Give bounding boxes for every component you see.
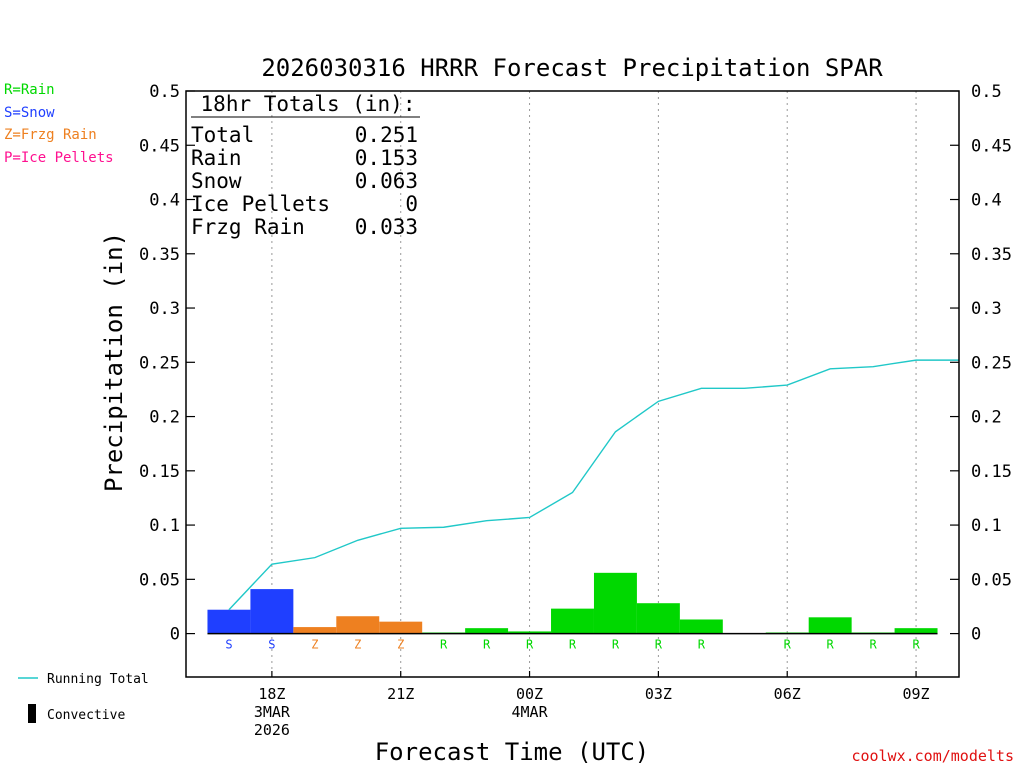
- y-tick-left-label-8: 0.4: [149, 191, 180, 211]
- bar-4: [379, 621, 423, 634]
- bar-type-label-4: Z: [397, 638, 404, 652]
- totals-row-value-1: 0.153: [355, 146, 418, 170]
- bar-8: [551, 608, 594, 634]
- running-total-legend-label: Running Total: [47, 672, 149, 687]
- bar-type-label-14: R: [869, 638, 877, 652]
- y-tick-right-label-1: 0.05: [971, 570, 1012, 590]
- bar-type-label-7: R: [526, 638, 534, 652]
- totals-row-label-1: Rain: [191, 146, 242, 170]
- convective-legend-label: Convective: [47, 708, 125, 723]
- y-tick-left-label-1: 0.05: [139, 570, 180, 590]
- axes: [185, 90, 960, 678]
- bar-10: [636, 603, 680, 634]
- bar-1: [250, 589, 294, 634]
- x-tick-label-0-2: 2026: [254, 721, 290, 739]
- totals-row-value-3: 0: [405, 192, 418, 216]
- bars-group: [207, 572, 938, 634]
- y-tick-left-label-2: 0.1: [149, 516, 180, 536]
- legend-rain: R=Rain: [4, 82, 55, 98]
- bar-type-label-6: R: [483, 638, 491, 652]
- bar-type-label-10: R: [655, 638, 663, 652]
- y-tick-left-label-4: 0.2: [149, 408, 180, 428]
- bar-type-label-3: Z: [354, 638, 361, 652]
- y-ticks-right: 0 0.05 0.1 0.15 0.2 0.25 0.3 0.35 0.4 0.45 0.5: [950, 82, 1012, 645]
- x-tick-label-3-0: 03Z: [645, 685, 672, 703]
- y-tick-right-label-7: 0.35: [971, 245, 1012, 265]
- totals-row-label-3: Ice Pellets: [191, 192, 330, 216]
- y-tick-left-label-7: 0.35: [139, 245, 180, 265]
- x-tick-label-5-0: 09Z: [903, 685, 930, 703]
- y-tick-right-label-10: 0.5: [971, 82, 1002, 102]
- legend-ice-pellets: P=Ice Pellets: [4, 150, 114, 166]
- bar-3: [336, 616, 380, 634]
- y-tick-left-label-5: 0.25: [139, 353, 180, 373]
- bottom-legend: Running Total Convective: [18, 672, 149, 723]
- bar-13: [808, 617, 852, 634]
- bar-11: [679, 619, 723, 634]
- running-total-line: [228, 359, 959, 611]
- footer-credit: coolwx.com/modelts: [851, 747, 1014, 765]
- totals-row-value-4: 0.033: [355, 215, 418, 239]
- y-tick-left-label-3: 0.15: [139, 462, 180, 482]
- totals-title: 18hr Totals (in):: [201, 92, 416, 116]
- y-tick-right-label-9: 0.45: [971, 136, 1012, 156]
- totals-row-value-0: 0.251: [355, 123, 418, 147]
- totals-row-label-4: Frzg Rain: [191, 215, 305, 239]
- totals-box: 18hr Totals (in): Total 0.251 Rain 0.153 Sno…: [191, 92, 420, 239]
- x-tick-label-4-0: 06Z: [774, 685, 801, 703]
- legend-snow: S=Snow: [4, 105, 55, 121]
- y-tick-right-label-2: 0.1: [971, 516, 1002, 536]
- bar-type-label-8: R: [569, 638, 577, 652]
- bar-6: [465, 628, 509, 634]
- bar-9: [593, 572, 637, 634]
- bar-type-label-11: R: [698, 638, 706, 652]
- y-axis-label: Precipitation (in): [100, 232, 128, 492]
- y-tick-right-label-4: 0.2: [971, 408, 1002, 428]
- y-tick-right-label-3: 0.15: [971, 462, 1012, 482]
- bar-type-label-12: R: [784, 638, 792, 652]
- bar-type-label-9: R: [612, 638, 620, 652]
- y-ticks-left: 0 0.05 0.1 0.15 0.2 0.25 0.3 0.35 0.4 0.45 0.5: [139, 82, 195, 645]
- totals-row-label-0: Total: [191, 123, 254, 147]
- bar-type-label-0: S: [225, 638, 232, 652]
- x-tick-label-0-1: 3MAR: [254, 703, 291, 721]
- x-tick-label-1-0: 21Z: [387, 685, 414, 703]
- y-tick-left-label-9: 0.45: [139, 136, 180, 156]
- bar-type-label-15: R: [912, 638, 920, 652]
- y-tick-right-label-6: 0.3: [971, 299, 1002, 319]
- bar-0: [207, 609, 251, 634]
- chart-title: 2026030316 HRRR Forecast Precipitation S…: [261, 54, 883, 82]
- bar-type-label-13: R: [827, 638, 835, 652]
- bar-7: [508, 631, 552, 634]
- x-tick-label-2-0: 00Z: [516, 685, 543, 703]
- plot-frame: [185, 90, 960, 678]
- bar-type-label-5: R: [440, 638, 448, 652]
- y-tick-left-label-6: 0.3: [149, 299, 180, 319]
- totals-row-value-2: 0.063: [355, 169, 418, 193]
- x-axis-label: Forecast Time (UTC): [375, 738, 650, 766]
- bar-type-label-1: S: [268, 638, 275, 652]
- legend-frzg-rain: Z=Frzg Rain: [4, 127, 97, 143]
- x-tick-label-0-0: 18Z: [258, 685, 285, 703]
- y-tick-right-label-5: 0.25: [971, 353, 1012, 373]
- y-tick-left-label-10: 0.5: [149, 82, 180, 102]
- grid-lines: [271, 91, 917, 677]
- totals-row-label-2: Snow: [191, 169, 242, 193]
- bar-type-label-2: Z: [311, 638, 318, 652]
- y-tick-left-label-0: 0: [170, 625, 180, 645]
- bar-15: [894, 628, 938, 634]
- y-tick-right-label-8: 0.4: [971, 191, 1002, 211]
- convective-swatch: [28, 704, 36, 723]
- bar-2: [293, 627, 337, 634]
- x-tick-label-2-1: 4MAR: [511, 703, 548, 721]
- y-tick-right-label-0: 0: [971, 625, 981, 645]
